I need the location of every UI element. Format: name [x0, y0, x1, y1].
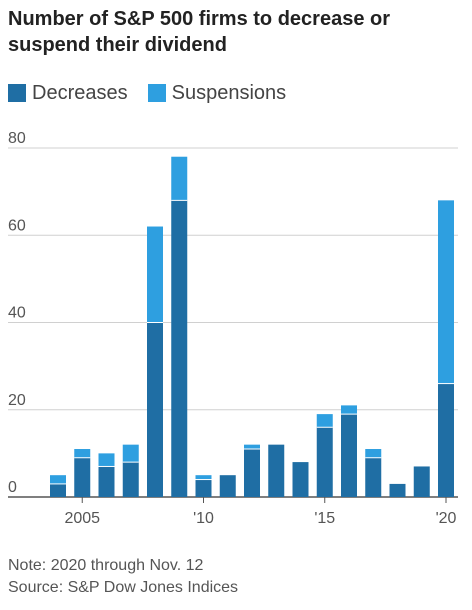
bars	[50, 156, 454, 497]
chart-footnotes: Note: 2020 through Nov. 12 Source: S&P D…	[8, 555, 238, 599]
bar-decreases-2015	[316, 427, 333, 497]
bar-decreases-2018	[389, 483, 406, 497]
bar-decreases-2006	[98, 466, 115, 497]
y-tick-label-80: 80	[8, 130, 26, 147]
bar-suspensions-2007	[122, 444, 139, 463]
bar-suspensions-2020	[438, 200, 454, 384]
y-tick-label-40: 40	[8, 305, 26, 322]
bar-decreases-2020	[438, 383, 454, 497]
bar-suspensions-2012	[244, 444, 260, 450]
legend-item-suspensions: Suspensions	[147, 81, 287, 105]
bar-decreases-2010	[195, 479, 212, 497]
bar-decreases-2007	[122, 462, 139, 497]
bar-suspensions-2010	[195, 475, 212, 480]
bar-decreases-2012	[244, 449, 260, 497]
bar-chart: 0 20 40 60 80 2005 '10 '15 '20	[8, 130, 458, 527]
x-tick-label-2010: '10	[193, 510, 214, 527]
y-tick-label-0: 0	[8, 479, 17, 496]
legend-swatch-decreases	[8, 84, 26, 102]
y-tick-label-60: 60	[8, 217, 26, 234]
bar-decreases-2008	[147, 322, 163, 497]
bar-decreases-2011	[219, 475, 236, 497]
chart-title: Number of S&P 500 firms to decrease or s…	[8, 8, 390, 56]
y-tick-label-20: 20	[8, 392, 26, 409]
bar-decreases-2019	[413, 466, 430, 497]
bar-decreases-2014	[292, 462, 309, 497]
x-tick-label-2005: 2005	[64, 510, 100, 527]
source-text: Source: S&P Dow Jones Indices	[8, 579, 239, 596]
bar-suspensions-2005	[74, 449, 91, 458]
bar-suspensions-2004	[50, 475, 66, 484]
bar-decreases-2009	[171, 200, 188, 497]
x-axis-ticks: 2005 '10 '15 '20	[64, 497, 457, 527]
bar-decreases-2016	[341, 414, 357, 497]
bar-decreases-2017	[365, 457, 382, 497]
gridlines: 0 20 40 60 80	[8, 130, 458, 498]
bar-suspensions-2006	[98, 453, 115, 467]
bar-decreases-2013	[268, 444, 285, 497]
bar-decreases-2005	[74, 457, 91, 497]
legend-label-decreases: Decreases	[32, 81, 128, 104]
x-tick-label-2015: '15	[314, 510, 335, 527]
x-tick-label-2020: '20	[436, 510, 457, 527]
legend-label-suspensions: Suspensions	[171, 81, 287, 104]
bar-suspensions-2009	[171, 156, 188, 201]
chart-legend: Decreases Suspensions	[8, 80, 306, 106]
bar-suspensions-2016	[341, 405, 357, 415]
legend-swatch-suspensions	[147, 84, 166, 102]
bar-suspensions-2008	[147, 226, 163, 323]
legend-item-decreases: Decreases	[8, 82, 128, 105]
bar-suspensions-2015	[316, 414, 333, 428]
bar-suspensions-2017	[365, 449, 382, 458]
note-text: Note: 2020 through Nov. 12	[8, 557, 204, 574]
bar-decreases-2004	[50, 483, 66, 497]
